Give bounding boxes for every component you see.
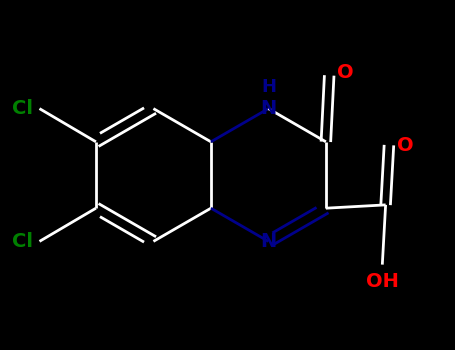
Text: OH: OH xyxy=(366,272,399,291)
Text: H: H xyxy=(261,78,276,97)
Text: O: O xyxy=(397,136,413,155)
Text: Cl: Cl xyxy=(12,232,33,251)
Text: O: O xyxy=(337,63,354,82)
Text: N: N xyxy=(260,99,277,118)
Text: Cl: Cl xyxy=(12,99,33,118)
Text: N: N xyxy=(260,232,277,251)
